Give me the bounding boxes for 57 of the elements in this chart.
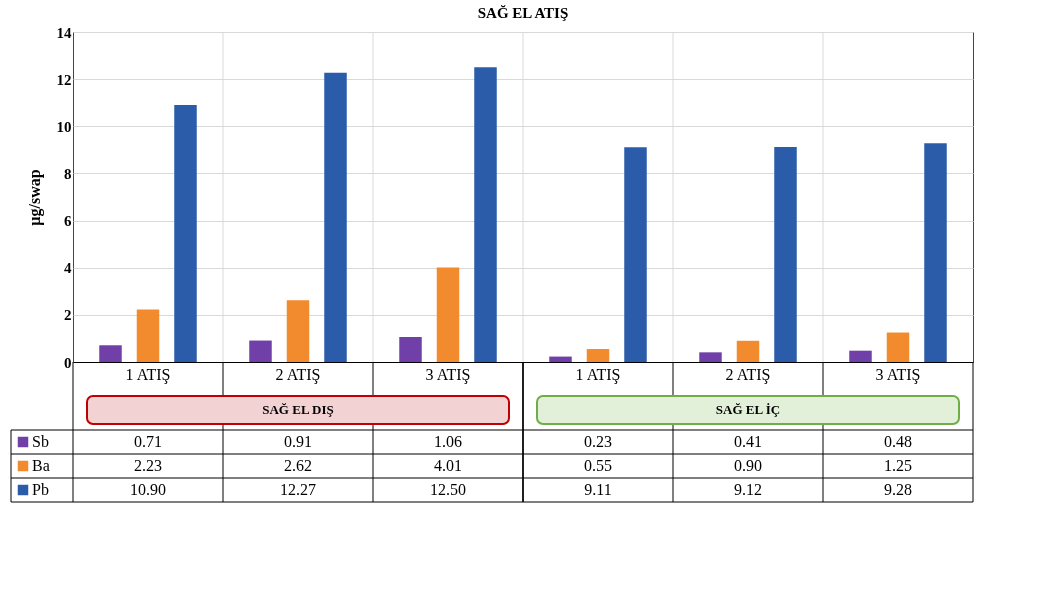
y-tick-label: 8: [64, 165, 72, 182]
x-tick-label: 3 ATIŞ: [425, 365, 471, 384]
data-label: 12.27: [280, 481, 316, 498]
y-tick-label: 4: [64, 260, 72, 277]
x-tick-label: 2 ATIŞ: [275, 365, 321, 384]
data-label: 10.90: [130, 481, 166, 498]
legend-label: Sb: [32, 433, 49, 450]
data-label: 0.90: [734, 457, 762, 474]
bar: [136, 309, 160, 362]
x-tick-label: 1 ATIŞ: [575, 365, 621, 384]
data-label: 0.41: [734, 433, 762, 450]
bar: [249, 340, 272, 362]
data-label: 2.23: [134, 457, 162, 474]
y-tick-label: 0: [64, 354, 72, 371]
data-label: 0.71: [134, 433, 162, 450]
bar: [624, 147, 647, 362]
y-tick-label: 14: [56, 24, 72, 41]
chart-title: SAĞ EL ATIŞ: [477, 5, 569, 21]
bar: [849, 350, 872, 362]
data-label: 2.62: [284, 457, 312, 474]
y-tick-label: 12: [56, 71, 72, 88]
x-tick-label: 1 ATIŞ: [125, 365, 171, 384]
data-label: 9.28: [884, 481, 912, 498]
bar: [436, 267, 460, 362]
bar: [324, 72, 347, 362]
bar: [886, 332, 910, 362]
bar: [774, 147, 797, 362]
data-label: 1.25: [884, 457, 912, 474]
data-label: 9.12: [734, 481, 762, 498]
bar: [736, 340, 760, 362]
y-tick-label: 6: [64, 213, 72, 230]
bar: [174, 105, 197, 362]
y-axis-title: µg/swap: [25, 169, 44, 226]
data-label: 12.50: [430, 481, 466, 498]
bar: [286, 300, 310, 362]
y-tick-label: 2: [64, 307, 72, 324]
legend-label: Ba: [32, 457, 50, 474]
text: SAĞ EL İÇ: [715, 402, 781, 417]
data-label: 4.01: [434, 457, 462, 474]
bar: [549, 356, 572, 362]
text: SAĞ EL DIŞ: [262, 402, 334, 417]
legend-label: Pb: [32, 481, 49, 498]
data-label: 0.48: [884, 433, 912, 450]
bar: [586, 349, 610, 362]
bar: [474, 67, 497, 362]
bar: [99, 345, 122, 362]
bar: [399, 337, 422, 362]
y-tick-label: 10: [56, 118, 72, 135]
x-tick-label: 3 ATIŞ: [875, 365, 921, 384]
bar: [924, 143, 947, 362]
data-label: 0.91: [284, 433, 312, 450]
bar: [699, 352, 722, 362]
data-label: 0.23: [584, 433, 612, 450]
data-label: 0.55: [584, 457, 612, 474]
data-label: 9.11: [584, 481, 612, 498]
x-tick-label: 2 ATIŞ: [725, 365, 771, 384]
data-label: 1.06: [434, 433, 462, 450]
